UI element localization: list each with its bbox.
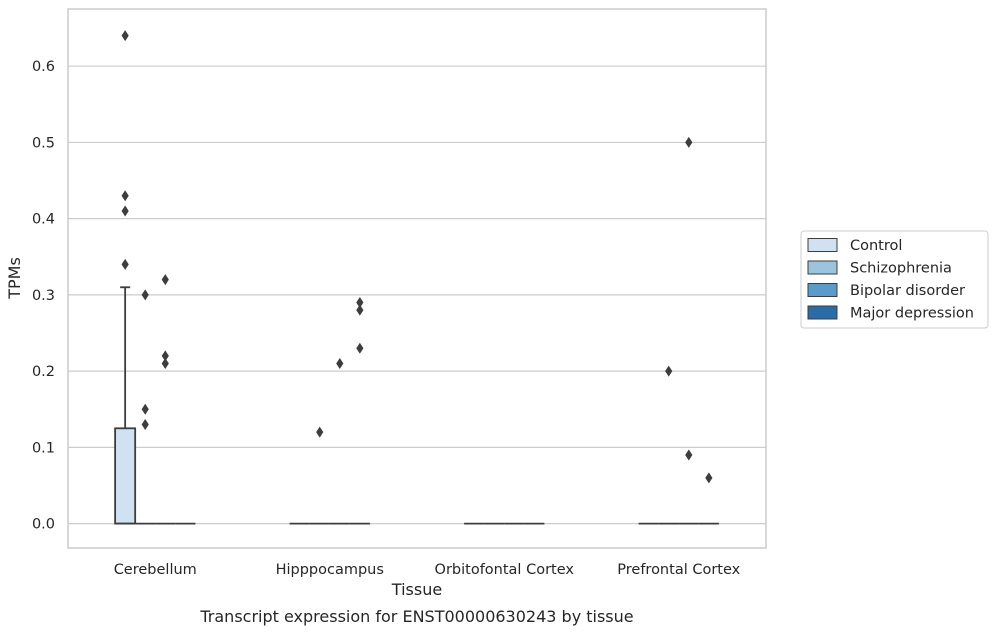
outlier-point: [121, 258, 129, 270]
outlier-point: [141, 418, 149, 430]
y-tick-label: 0.6: [32, 59, 55, 75]
y-tick-label: 0.5: [32, 135, 55, 151]
outlier-point: [121, 190, 129, 202]
plot-boxes: [114, 286, 719, 525]
y-tick-label: 0.0: [32, 517, 55, 533]
box-control: [114, 286, 137, 525]
legend-label: Control: [850, 238, 902, 254]
legend-items: Control Schizophrenia Bipolar disorder Majo…: [807, 238, 974, 322]
legend-label: Schizophrenia: [850, 261, 952, 277]
plot-outliers: [121, 30, 713, 484]
outlier-point: [121, 205, 129, 217]
x-tick-label: Orbitofontal Cortex: [435, 562, 575, 578]
outlier-point: [356, 342, 364, 354]
figure-caption: Transcript expression for ENST0000063024…: [199, 607, 633, 626]
plot-frame: [67, 8, 767, 549]
legend: Control Schizophrenia Bipolar disorder Majo…: [800, 230, 989, 329]
outlier-point: [665, 365, 673, 377]
x-axis-ticks: Cerebellum Hipppocampus Orbitofontal Corte…: [114, 562, 741, 578]
legend-swatch: [807, 260, 838, 275]
x-tick-label: Prefrontal Cortex: [617, 562, 740, 578]
outlier-point: [161, 358, 169, 370]
outlier-point: [161, 274, 169, 286]
x-axis-title: Tissue: [391, 580, 442, 599]
legend-swatch: [807, 305, 838, 320]
grid-lines: [68, 65, 766, 525]
outlier-point: [161, 350, 169, 362]
y-axis-title: TPMs: [5, 257, 24, 300]
y-tick-label: 0.1: [32, 440, 55, 456]
y-tick-label: 0.4: [32, 212, 55, 228]
legend-frame: [800, 230, 989, 329]
x-tick-label: Hipppocampus: [276, 562, 384, 578]
x-tick-label: Cerebellum: [114, 562, 197, 578]
y-tick-label: 0.3: [32, 288, 55, 304]
legend-swatch: [807, 238, 838, 252]
y-axis-ticks: 0.0 0.1 0.2 0.3 0.4 0.5 0.6: [32, 59, 55, 532]
outlier-point: [121, 30, 129, 42]
outlier-point: [336, 358, 344, 370]
outlier-point: [685, 136, 693, 148]
outlier-point: [316, 426, 324, 438]
outlier-point: [356, 304, 364, 316]
legend-swatch: [807, 283, 838, 297]
outlier-point: [356, 297, 364, 309]
box-body: [114, 427, 137, 525]
outlier-point: [141, 289, 149, 301]
outlier-point: [685, 449, 693, 461]
y-tick-label: 0.2: [32, 364, 55, 380]
outlier-point: [141, 403, 149, 415]
outlier-point: [705, 472, 713, 484]
legend-label: Bipolar disorder: [850, 283, 965, 299]
legend-label: Major depression: [850, 306, 974, 322]
